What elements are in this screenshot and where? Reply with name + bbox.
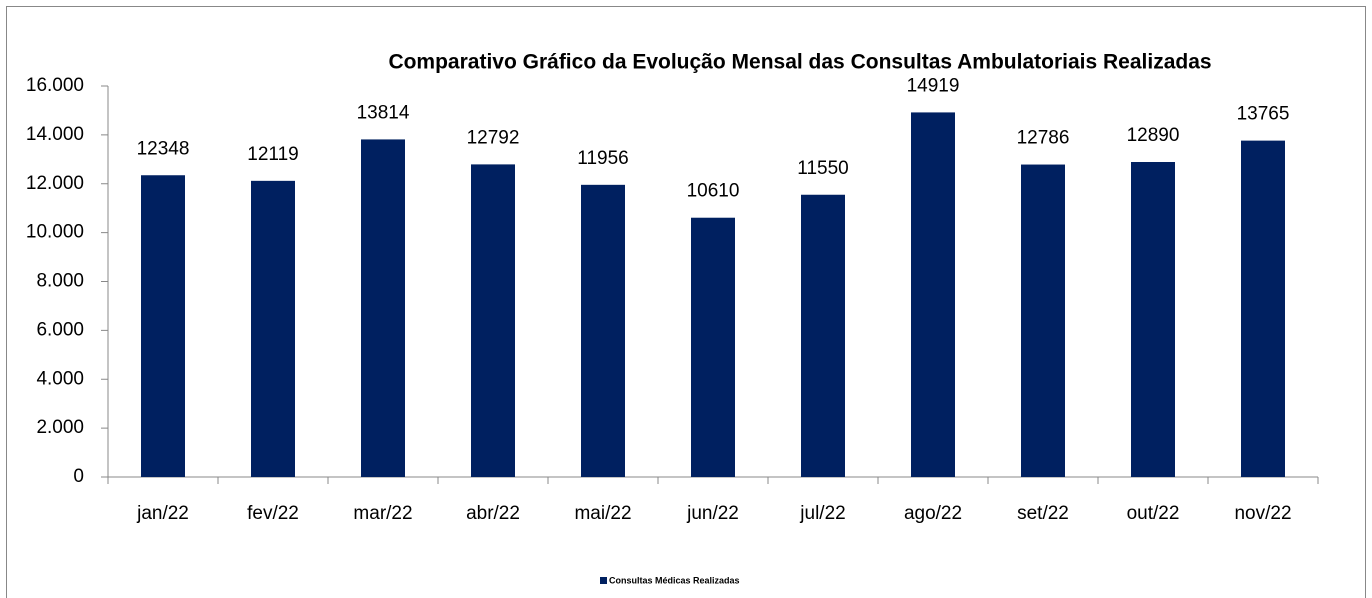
x-tick-label: set/22: [1017, 503, 1069, 524]
x-tick-label: jun/22: [686, 503, 739, 524]
x-tick-label: ago/22: [904, 503, 962, 524]
y-tick-label: 16.000: [26, 75, 84, 96]
legend-label: Consultas Médicas Realizadas: [609, 575, 740, 585]
bar: [1131, 162, 1175, 478]
bar: [471, 164, 515, 477]
x-tick-label: abr/22: [466, 503, 520, 524]
bar: [581, 184, 625, 477]
data-label: 11956: [577, 148, 628, 169]
x-tick-label: jul/22: [799, 503, 845, 524]
chart-title: Comparativo Gráfico da Evolução Mensal d…: [388, 51, 1211, 74]
bar: [1021, 164, 1065, 478]
y-tick-label: 6.000: [36, 319, 84, 340]
data-label: 12348: [137, 138, 190, 159]
data-label: 12890: [1127, 125, 1180, 146]
y-tick-label: 14.000: [26, 124, 84, 145]
bar: [141, 175, 185, 478]
data-label: 10610: [687, 181, 740, 202]
x-tick-label: out/22: [1127, 503, 1180, 524]
x-tick-label: fev/22: [247, 503, 299, 524]
y-tick-label: 2.000: [36, 417, 84, 438]
legend-swatch: [600, 577, 607, 584]
bar: [801, 194, 845, 477]
x-tick-label: mai/22: [574, 503, 631, 524]
bar: [691, 217, 735, 477]
y-tick-label: 0: [73, 466, 84, 487]
data-label: 13765: [1237, 104, 1290, 125]
data-label: 13814: [357, 102, 410, 123]
chart-frame: [6, 6, 1366, 598]
bar: [251, 180, 295, 478]
bar: [1241, 140, 1285, 478]
x-tick-label: jan/22: [136, 503, 189, 524]
bar: [911, 112, 955, 478]
data-label: 12786: [1017, 128, 1070, 149]
x-tick-label: mar/22: [353, 503, 412, 524]
y-tick-label: 12.000: [26, 173, 84, 194]
data-label: 12792: [467, 127, 520, 148]
x-tick-label: nov/22: [1234, 503, 1291, 524]
data-label: 11550: [797, 158, 848, 179]
data-label: 12119: [247, 144, 298, 165]
data-label: 14919: [907, 75, 960, 96]
y-tick-label: 10.000: [26, 222, 84, 243]
y-tick-label: 8.000: [36, 271, 84, 292]
bar: [361, 139, 405, 477]
y-tick-label: 4.000: [36, 368, 84, 389]
